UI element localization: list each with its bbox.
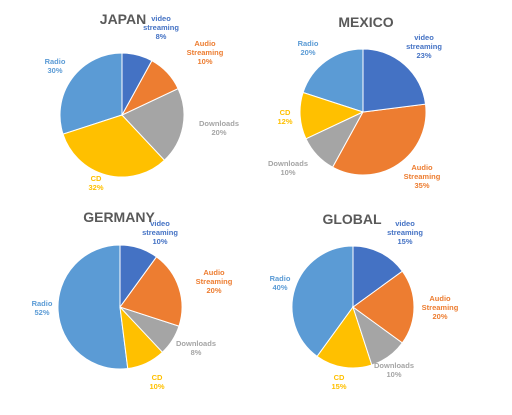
slice-value-label: 52% [34, 308, 49, 317]
slice-value-label: 10% [197, 57, 212, 66]
slice-label-downloads: Downloads 20% [199, 119, 239, 137]
slice-name-label: CD [334, 373, 345, 382]
pie-slice-video-streaming [121, 52, 153, 116]
slice-label-audio-streaming: Audio Streaming 10% [187, 39, 224, 66]
slice-label-radio: Radio 20% [298, 39, 319, 57]
chart-title: MEXICO [338, 14, 393, 30]
slice-label-radio: Radio 40% [270, 274, 291, 292]
slice-value-label: 10% [386, 370, 401, 379]
slice-value-label: 12% [277, 117, 292, 126]
slice-label-audio-streaming: Audio Streaming 20% [196, 268, 233, 295]
slice-name-label: Downloads [374, 361, 414, 370]
slice-label-video-streaming: video streaming 15% [387, 219, 423, 246]
slice-name-label: streaming [143, 23, 179, 32]
slice-label-downloads: Downloads 8% [176, 339, 216, 357]
slice-name-label: Radio [298, 39, 319, 48]
slice-name-label: streaming [406, 42, 442, 51]
slice-name-label: Audio [429, 294, 451, 303]
pie-slice-radio [302, 48, 364, 113]
slice-value-label: 15% [331, 382, 346, 391]
slice-name-label: Audio [411, 163, 433, 172]
slice-value-label: 30% [47, 66, 62, 75]
slice-label-radio: Radio 30% [45, 57, 66, 75]
slice-value-label: 20% [211, 128, 226, 137]
slice-value-label: 10% [152, 237, 167, 246]
chart-panel-germany: GERMANY video streaming 10%Audio Streaming 2… [32, 209, 233, 391]
pie-slice-cd [316, 305, 373, 369]
slice-value-label: 10% [149, 382, 164, 391]
slice-name-label: CD [91, 174, 102, 183]
slice-name-label: Downloads [199, 119, 239, 128]
slice-value-label: 23% [416, 51, 431, 60]
slice-name-label: Streaming [404, 172, 441, 181]
pie-slice-radio [291, 245, 354, 358]
slice-value-label: 10% [280, 168, 295, 177]
slice-value-label: 20% [206, 286, 221, 295]
slice-value-label: 15% [397, 237, 412, 246]
slice-label-video-streaming: video streaming 8% [143, 14, 179, 41]
pie-slice-audio-streaming [119, 256, 183, 327]
slice-name-label: Streaming [196, 277, 233, 286]
slice-label-cd: CD 10% [149, 373, 164, 391]
slice-label-audio-streaming: Audio Streaming 20% [422, 294, 459, 321]
slice-name-label: Streaming [422, 303, 459, 312]
chart-title: JAPAN [100, 11, 146, 27]
slice-value-label: 35% [414, 181, 429, 190]
pie-slice-cd [62, 114, 166, 178]
chart-title: GERMANY [83, 209, 155, 225]
pie-slice-radio [57, 244, 129, 370]
slice-name-label: Radio [32, 299, 53, 308]
chart-title: GLOBAL [322, 211, 382, 227]
chart-panel-global: GLOBAL video streaming 15%Audio Streaming 20… [270, 211, 459, 391]
slice-name-label: CD [280, 108, 291, 117]
pie-slice-video-streaming [362, 48, 427, 113]
slice-name-label: video [395, 219, 415, 228]
slice-value-label: 20% [300, 48, 315, 57]
slice-value-label: 40% [272, 283, 287, 292]
slice-name-label: Radio [270, 274, 291, 283]
slice-label-video-streaming: video streaming 23% [406, 33, 442, 60]
chart-panel-japan: JAPAN video streaming 8% Audio Streaming 10% D… [45, 11, 239, 192]
slice-name-label: Downloads [268, 159, 308, 168]
slice-name-label: video [150, 219, 170, 228]
slice-value-label: 8% [191, 348, 202, 357]
slice-label-downloads: Downloads 10% [268, 159, 308, 177]
slice-name-label: Radio [45, 57, 66, 66]
slice-name-label: video [414, 33, 434, 42]
chart-panel-mexico: MEXICO video streaming 23% Audio Streaming 35… [268, 14, 442, 190]
pie-slice-audio-streaming [331, 103, 427, 176]
pie-slice-radio [59, 52, 123, 135]
slice-label-cd: CD 15% [331, 373, 346, 391]
slice-name-label: video [151, 14, 171, 23]
slice-label-audio-streaming: Audio Streaming 35% [404, 163, 441, 190]
slice-name-label: CD [152, 373, 163, 382]
slice-name-label: Downloads [176, 339, 216, 348]
slice-value-label: 20% [432, 312, 447, 321]
slice-name-label: streaming [387, 228, 423, 237]
pie-slice-video-streaming [352, 245, 404, 308]
pie-slice-video-streaming [119, 244, 158, 309]
pie-slice-downloads [121, 87, 185, 161]
slice-name-label: streaming [142, 228, 178, 237]
slice-value-label: 8% [156, 32, 167, 41]
slice-label-downloads: Downloads 10% [374, 361, 414, 379]
slice-name-label: Audio [203, 268, 225, 277]
slice-name-label: Streaming [187, 48, 224, 57]
slice-label-cd: CD 32% [88, 174, 103, 192]
slice-name-label: Audio [194, 39, 216, 48]
slice-label-video-streaming: video streaming 10% [142, 219, 178, 246]
slice-label-cd: CD 12% [277, 108, 292, 126]
pie-slice-audio-streaming [352, 270, 415, 344]
slice-label-radio: Radio 52% [32, 299, 53, 317]
slice-value-label: 32% [88, 183, 103, 192]
